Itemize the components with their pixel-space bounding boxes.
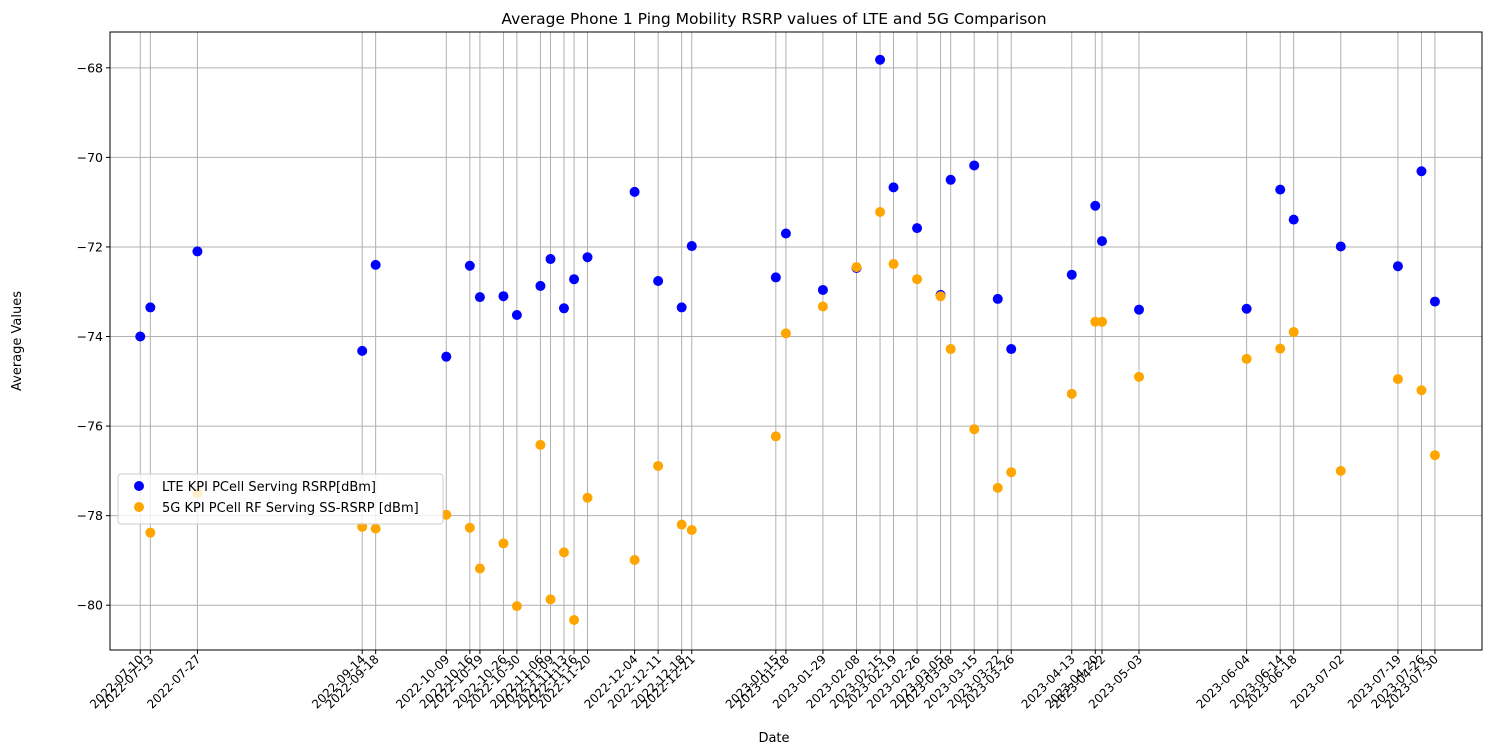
lte-point: [1134, 304, 1144, 315]
legend: LTE KPI PCell Serving RSRP[dBm] 5G KPI P…: [117, 473, 444, 525]
lte-point: [357, 345, 368, 356]
lte-point: [569, 274, 580, 285]
nr-5g-point: [1288, 327, 1299, 338]
nr-5g-point: [912, 274, 923, 285]
lte-point: [1090, 200, 1101, 211]
lte-point: [474, 292, 485, 303]
nr-5g-point: [817, 301, 828, 312]
chart-title: Average Phone 1 Ping Mobility RSRP value…: [501, 10, 1046, 28]
nr-5g-point: [1134, 371, 1144, 382]
nr-5g-point: [582, 492, 593, 503]
lte-point: [945, 174, 956, 185]
lte-point: [511, 310, 522, 321]
nr-5g-point: [1416, 385, 1427, 396]
lte-point: [780, 228, 791, 239]
lte-point: [969, 160, 980, 171]
nr-5g-point: [935, 291, 946, 302]
plot-area: [110, 32, 1482, 650]
nr-5g-point: [969, 424, 980, 435]
lte-point: [582, 252, 593, 263]
nr-5g-point: [875, 207, 886, 218]
legend-marker-lte: [134, 481, 144, 491]
lte-point: [1241, 303, 1252, 314]
lte-point: [1097, 236, 1108, 247]
lte-point: [686, 241, 697, 252]
lte-point: [135, 331, 146, 342]
nr-5g-point: [545, 594, 556, 605]
lte-point: [1392, 261, 1403, 272]
y-tick-label: −74: [77, 329, 103, 344]
nr-5g-point: [992, 482, 1003, 493]
lte-point: [875, 54, 886, 65]
nr-5g-point: [686, 524, 697, 535]
lte-point: [770, 272, 781, 283]
y-tick-label: −70: [77, 150, 103, 165]
lte-point: [441, 351, 452, 362]
nr-5g-point: [441, 509, 452, 520]
nr-5g-point: [1241, 353, 1252, 364]
lte-point: [1335, 241, 1346, 252]
y-axis-label: Average Values: [10, 291, 25, 391]
lte-point: [192, 246, 203, 257]
y-tick-label: −78: [77, 508, 103, 523]
grid-layer: [110, 32, 1482, 650]
nr-5g-point: [770, 431, 781, 442]
legend-label-lte: LTE KPI PCell Serving RSRP[dBm]: [162, 480, 376, 495]
lte-point: [676, 302, 687, 313]
nr-5g-point: [569, 614, 580, 625]
y-tick-label: −72: [77, 239, 103, 254]
nr-5g-point: [1097, 316, 1108, 327]
nr-5g-point: [145, 527, 156, 538]
nr-5g-point: [945, 344, 956, 355]
nr-5g-point: [629, 554, 640, 565]
lte-point: [653, 275, 664, 286]
nr-5g-point: [676, 519, 687, 530]
legend-marker-5g: [134, 502, 144, 512]
lte-point: [817, 284, 828, 295]
plot-frame: [109, 31, 1483, 651]
nr-5g-point: [464, 522, 475, 533]
y-tick-label: −80: [77, 598, 103, 613]
lte-point: [145, 302, 156, 313]
legend-box: [117, 473, 444, 525]
lte-point: [370, 259, 381, 270]
nr-5g-point: [498, 538, 509, 549]
y-tick-label: −76: [77, 419, 103, 434]
lte-point: [1416, 166, 1427, 177]
nr-5g-point: [653, 460, 664, 471]
lte-point: [992, 293, 1003, 304]
lte-point: [535, 280, 546, 291]
nr-5g-point: [370, 523, 381, 534]
lte-point: [912, 223, 923, 234]
nr-5g-point: [1429, 450, 1440, 461]
nr-5g-point: [780, 328, 791, 339]
nr-5g-point: [1335, 465, 1346, 476]
lte-point: [629, 186, 640, 197]
lte-point: [558, 303, 569, 314]
lte-point: [545, 254, 556, 265]
x-axis-label: Date: [758, 731, 789, 746]
lte-point: [1275, 184, 1286, 195]
nr-5g-point: [535, 439, 546, 450]
nr-5g-point: [1066, 388, 1077, 399]
nr-5g-point: [474, 563, 485, 574]
lte-point: [1288, 214, 1299, 225]
lte-point: [498, 291, 509, 302]
lte-point: [464, 260, 475, 271]
lte-point: [1066, 269, 1077, 280]
nr-5g-point: [1006, 467, 1017, 478]
lte-point: [888, 182, 899, 193]
nr-5g-point: [851, 262, 862, 273]
lte-point: [1006, 344, 1017, 355]
nr-5g-point: [888, 258, 899, 269]
y-tick-label: −68: [77, 60, 103, 75]
nr-5g-point: [558, 547, 569, 558]
nr-5g-point: [511, 601, 522, 612]
legend-label-5g: 5G KPI PCell RF Serving SS-RSRP [dBm]: [162, 501, 419, 516]
nr-5g-point: [1275, 343, 1286, 354]
nr-5g-point: [1392, 374, 1403, 385]
lte-point: [1429, 296, 1440, 307]
